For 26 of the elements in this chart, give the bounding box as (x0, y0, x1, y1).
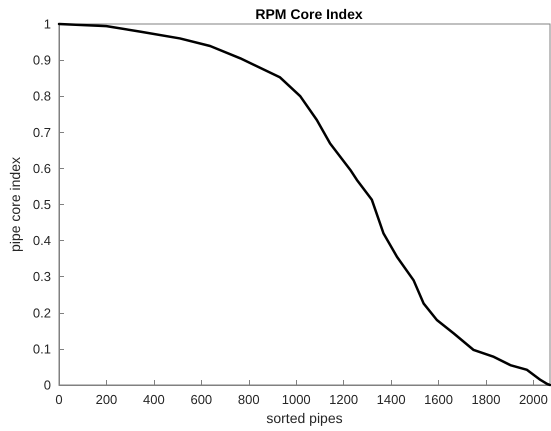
x-tick-label: 1000 (282, 392, 311, 407)
y-tick-label: 1 (44, 16, 51, 32)
x-tick-label: 1800 (471, 392, 500, 407)
y-tick-label: 0.1 (32, 341, 51, 356)
x-tick-label: 1200 (329, 392, 358, 407)
x-tick-label: 600 (190, 392, 212, 407)
y-tick-label: 0.7 (32, 124, 51, 140)
x-tick-label: 0 (55, 392, 63, 407)
x-tick-label: 800 (238, 392, 260, 407)
y-tick-label: 0 (44, 378, 51, 392)
x-tick-label: 400 (143, 392, 165, 407)
chart-title: RPM Core Index (255, 6, 363, 22)
y-tick-label: 0.2 (32, 305, 51, 320)
x-tick-label: 1400 (376, 392, 406, 407)
x-axis-title: sorted pipes (266, 410, 343, 426)
x-tick-label: 2000 (518, 392, 548, 407)
x-tick-label: 200 (96, 392, 118, 407)
y-tick-label: 0.6 (32, 160, 51, 176)
y-tick-label: 0.9 (32, 52, 51, 68)
line-series (58, 22, 551, 386)
y-axis-title: pipe core index (7, 157, 24, 252)
x-tick-label: 1600 (424, 392, 453, 407)
y-tick-label: 0.3 (32, 269, 51, 284)
y-tick-label: 0.5 (32, 197, 51, 212)
y-tick-label: 0.4 (32, 233, 51, 248)
y-tick-label: 0.8 (32, 88, 51, 104)
